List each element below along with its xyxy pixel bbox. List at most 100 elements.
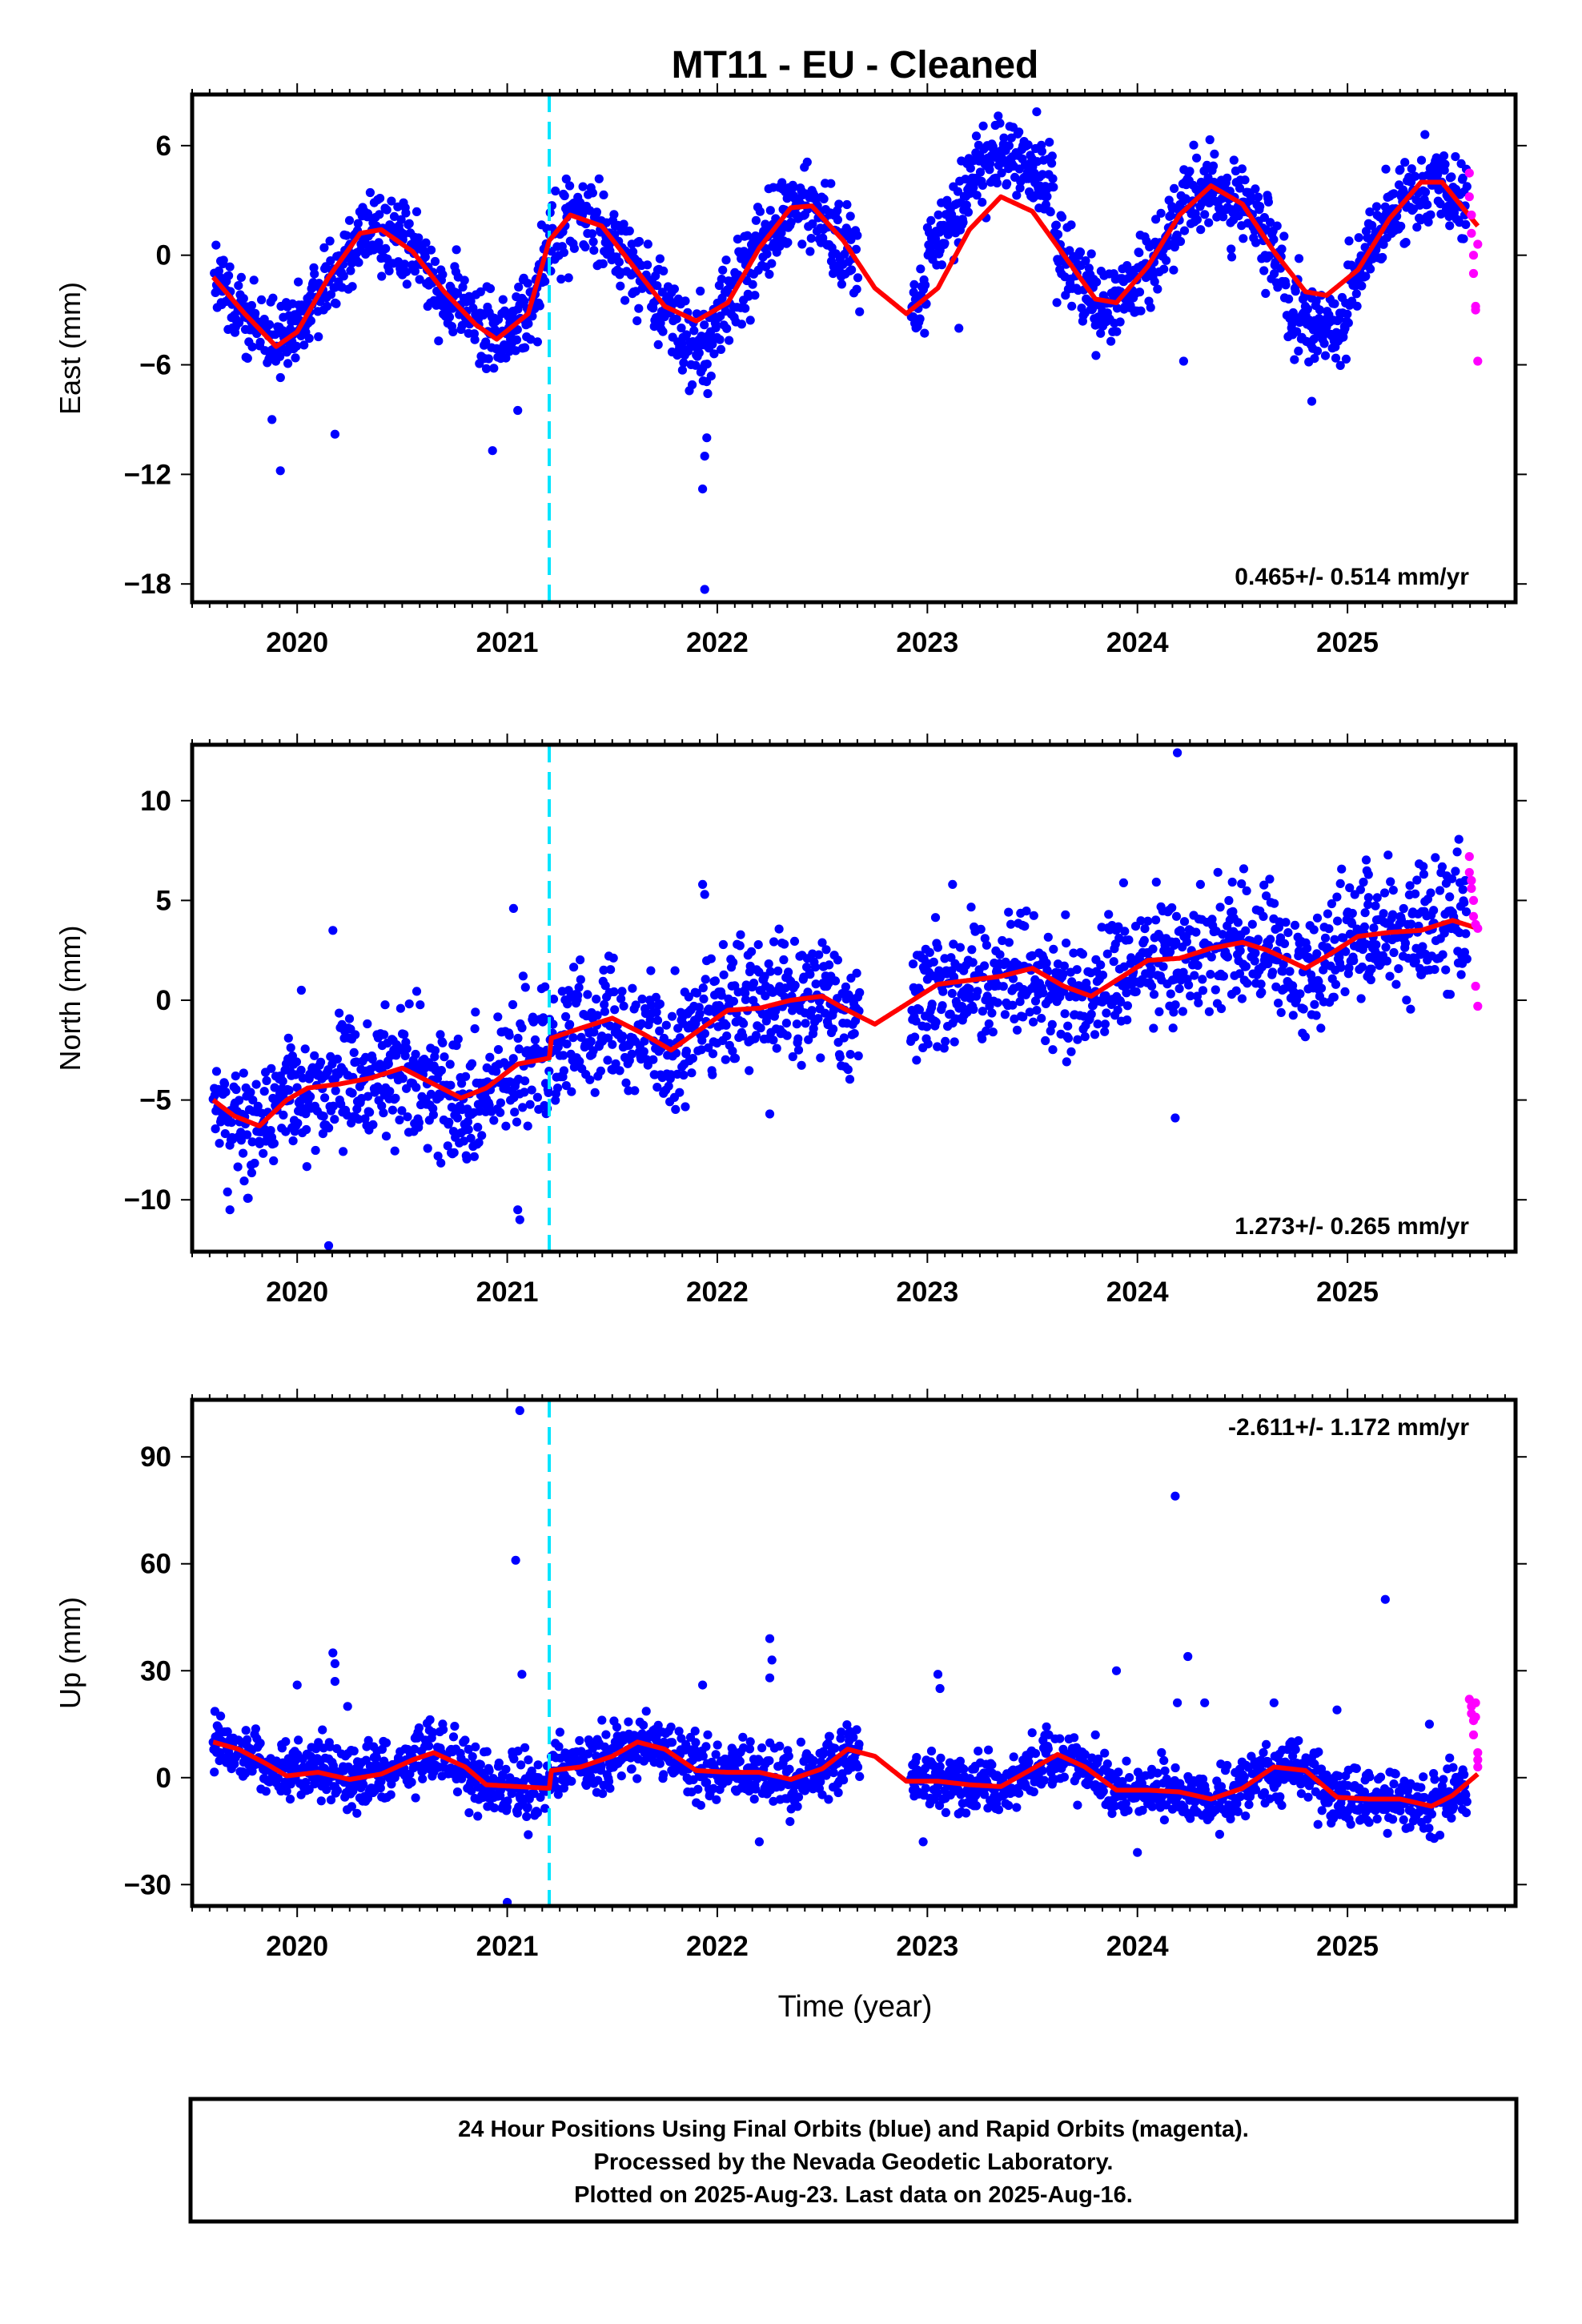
- final-orbit-point: [556, 274, 566, 284]
- final-orbit-point: [1352, 924, 1362, 934]
- final-orbit-point: [756, 1023, 765, 1033]
- final-orbit-point: [1205, 135, 1215, 145]
- final-orbit-point: [810, 963, 820, 972]
- final-orbit-point: [1407, 919, 1416, 929]
- final-orbit-point: [1091, 351, 1101, 360]
- final-orbit-point: [251, 308, 260, 318]
- final-orbit-point: [604, 1033, 613, 1043]
- final-orbit-point: [223, 1727, 232, 1736]
- final-orbit-point: [603, 1055, 612, 1065]
- final-orbit-point: [453, 1034, 463, 1044]
- final-orbit-point: [1046, 207, 1055, 217]
- final-orbit-point: [710, 976, 721, 986]
- final-orbit-point: [948, 879, 958, 889]
- final-orbit-point: [653, 340, 663, 349]
- final-orbit-point: [1143, 916, 1153, 926]
- final-orbit-point: [1363, 900, 1373, 910]
- final-orbit-point: [1314, 977, 1323, 987]
- rapid-orbit-point: [1467, 210, 1476, 220]
- final-orbit-point: [1122, 1015, 1132, 1025]
- final-orbit-point: [523, 1121, 532, 1131]
- final-orbit-point: [751, 215, 761, 225]
- final-orbit-point: [610, 1005, 620, 1015]
- final-orbit-point: [1008, 1000, 1018, 1010]
- final-orbit-point: [751, 1031, 761, 1040]
- final-orbit-point: [330, 429, 339, 439]
- final-orbit-point: [646, 966, 656, 975]
- final-orbit-point: [1002, 179, 1012, 188]
- final-orbit-point: [853, 231, 862, 240]
- final-orbit-point: [931, 1017, 941, 1027]
- final-orbit-point: [1240, 175, 1250, 185]
- final-orbit-point: [1412, 875, 1422, 885]
- x-tick-label: 2025: [1316, 627, 1379, 658]
- final-orbit-point: [520, 1076, 530, 1086]
- final-orbit-point: [496, 1098, 506, 1108]
- final-orbit-point: [548, 995, 559, 1004]
- final-orbit-point: [352, 1808, 362, 1818]
- final-orbit-point: [1339, 933, 1348, 943]
- final-orbit-point: [819, 194, 829, 203]
- final-orbit-point: [786, 217, 796, 227]
- final-orbit-point: [1062, 939, 1071, 948]
- up-final-orbit-points: [208, 1405, 1472, 1906]
- final-orbit-point: [574, 983, 584, 992]
- final-orbit-point: [1146, 303, 1155, 312]
- final-orbit-point: [833, 955, 842, 965]
- final-orbit-point: [412, 987, 422, 996]
- final-orbit-point: [647, 1000, 656, 1010]
- final-orbit-point: [1312, 346, 1323, 356]
- x-tick-label: 2023: [896, 627, 958, 658]
- final-orbit-point: [1198, 975, 1207, 984]
- final-orbit-point: [323, 1240, 334, 1251]
- final-orbit-point: [998, 935, 1007, 946]
- final-orbit-point: [1169, 1007, 1178, 1017]
- final-orbit-point: [279, 1110, 288, 1120]
- y-tick-label: 10: [140, 786, 171, 817]
- final-orbit-point: [1344, 963, 1354, 973]
- final-orbit-point: [1251, 184, 1260, 194]
- final-orbit-point: [562, 1039, 572, 1049]
- final-orbit-point: [1150, 277, 1159, 287]
- final-orbit-point: [386, 1790, 396, 1799]
- final-orbit-point: [1124, 935, 1134, 945]
- final-orbit-point: [1405, 881, 1415, 891]
- final-orbit-point: [522, 1811, 532, 1821]
- final-orbit-point: [696, 286, 705, 296]
- final-orbit-point: [769, 1035, 778, 1045]
- final-orbit-point: [1270, 269, 1279, 279]
- final-orbit-point: [762, 249, 772, 259]
- final-orbit-point: [729, 958, 738, 967]
- east-velocity-label: 0.465+/- 0.514 mm/yr: [1235, 564, 1469, 590]
- final-orbit-point: [512, 325, 522, 335]
- final-orbit-point: [1336, 963, 1346, 972]
- final-orbit-point: [512, 1117, 522, 1127]
- final-orbit-point: [239, 1148, 248, 1158]
- final-orbit-point: [1270, 899, 1279, 908]
- final-orbit-point: [1227, 244, 1236, 254]
- final-orbit-point: [774, 924, 784, 934]
- final-orbit-point: [1178, 1007, 1187, 1016]
- final-orbit-point: [1067, 977, 1077, 987]
- final-orbit-point: [929, 957, 938, 967]
- final-orbit-point: [1206, 970, 1215, 979]
- final-orbit-point: [1371, 202, 1382, 211]
- final-orbit-point: [677, 324, 686, 333]
- final-orbit-point: [619, 1001, 628, 1011]
- final-orbit-point: [1213, 867, 1223, 877]
- final-orbit-point: [265, 320, 275, 329]
- final-orbit-point: [1361, 855, 1371, 865]
- final-orbit-point: [741, 304, 750, 313]
- final-orbit-point: [933, 943, 942, 952]
- final-orbit-point: [594, 174, 604, 183]
- final-orbit-point: [640, 1036, 649, 1046]
- final-orbit-point: [1018, 1012, 1028, 1022]
- final-orbit-point: [1419, 870, 1428, 879]
- final-orbit-point: [1149, 990, 1159, 999]
- final-orbit-point: [1106, 336, 1116, 346]
- final-orbit-point: [339, 1147, 348, 1156]
- final-orbit-point: [694, 348, 704, 358]
- final-orbit-point: [696, 1800, 706, 1810]
- final-orbit-point: [223, 1187, 232, 1196]
- final-orbit-point: [1072, 965, 1082, 975]
